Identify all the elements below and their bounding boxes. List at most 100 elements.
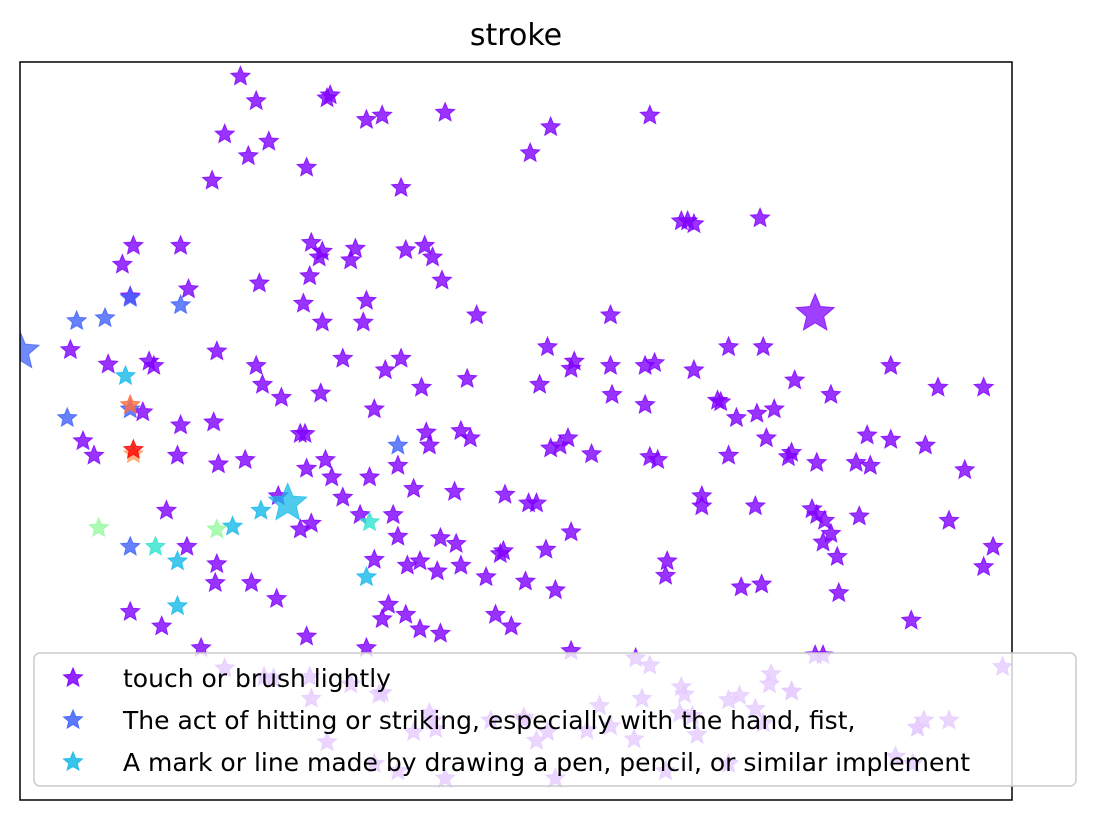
data-point-series-0: [639, 104, 661, 125]
data-point-series-0: [377, 593, 400, 614]
data-point-series-0: [484, 603, 507, 624]
data-point-series-0: [746, 402, 768, 423]
data-point-series-0: [409, 549, 431, 571]
data-point-series-0: [169, 234, 192, 255]
data-point-series-0: [314, 448, 337, 470]
legend-label-2: A mark or line made by drawing a pen, pe…: [123, 748, 970, 777]
data-point-series-0: [240, 571, 263, 593]
data-point-series-0: [138, 350, 160, 371]
data-point-series-0: [938, 509, 960, 530]
data-point-series-0: [415, 421, 437, 442]
data-point-series-1: [119, 535, 141, 556]
data-point-series-0: [213, 123, 236, 144]
data-point-series-0: [311, 240, 334, 261]
data-point-series-0: [270, 386, 293, 407]
data-point-series-0: [900, 609, 922, 630]
data-point-series-0: [207, 452, 230, 474]
data-point-series-0: [749, 206, 771, 228]
data-point-series-2: [250, 499, 272, 520]
data-point-series-0: [752, 335, 774, 357]
data-point-series-0: [820, 522, 842, 543]
data-point-series-0: [421, 246, 444, 267]
data-point-series-0: [500, 615, 523, 636]
data-point-series-0: [656, 549, 678, 571]
data-point-series-0: [155, 499, 178, 520]
data-point-series-0: [535, 538, 557, 559]
legend-marker-1: [62, 708, 84, 730]
data-point-series-1: [387, 434, 409, 455]
data-point-series-0: [475, 565, 497, 587]
data-point-series-0: [352, 311, 375, 332]
data-point-series-2: [221, 515, 244, 536]
data-point-series-0: [248, 272, 271, 293]
data-point-series-0: [310, 382, 332, 403]
data-point-series-0: [332, 347, 354, 368]
data-point-series-0: [245, 89, 267, 111]
data-point-series-0: [265, 587, 288, 609]
data-point-series-0: [725, 406, 748, 428]
data-point-series-0: [643, 351, 666, 373]
data-point-series-0: [806, 451, 828, 472]
data-point-series-0: [459, 426, 482, 448]
data-point-series-0: [820, 383, 842, 404]
data-point-series-0: [557, 426, 579, 448]
data-point-series-0: [654, 564, 677, 585]
data-point-series-0: [750, 573, 773, 594]
data-point-series-0: [777, 445, 800, 467]
data-point-series-0: [429, 526, 452, 548]
data-point-series-7: [122, 438, 145, 459]
data-point-series-0: [717, 444, 740, 465]
data-point-series-0: [879, 354, 902, 376]
data-point-series-0: [450, 554, 472, 575]
data-point-series-0: [646, 448, 669, 470]
data-point-series-0: [237, 144, 260, 166]
data-point-series-0: [245, 354, 267, 376]
data-point-series-1: [56, 406, 78, 428]
data-point-series-0: [717, 335, 740, 357]
data-point-series-0: [387, 525, 409, 546]
data-point-series-0: [828, 581, 850, 603]
data-point-series-0: [339, 248, 362, 270]
highlight-point-2: [267, 482, 308, 521]
data-point-series-0: [755, 426, 778, 448]
data-point-series-2: [166, 594, 189, 616]
data-point-series-0: [390, 176, 412, 198]
data-point-series-0: [410, 376, 433, 397]
data-point-series-0: [371, 607, 393, 629]
data-point-series-4: [87, 516, 110, 538]
legend-label-1: The act of hitting or striking, especial…: [122, 706, 855, 735]
data-point-series-1: [65, 309, 88, 331]
data-point-series-0: [409, 617, 431, 639]
data-point-series-0: [206, 552, 228, 574]
chart-title: stroke: [470, 18, 562, 53]
data-point-series-0: [390, 347, 412, 368]
data-point-series-0: [634, 393, 656, 415]
data-point-series-0: [59, 338, 82, 360]
data-point-series-0: [927, 376, 949, 397]
data-point-series-0: [528, 373, 551, 394]
highlight-point-0: [794, 292, 836, 332]
data-point-series-0: [332, 486, 354, 507]
legend-marker-2: [62, 750, 84, 772]
data-point-series-0: [879, 428, 902, 449]
data-point-series-0: [97, 353, 119, 374]
data-point-series-0: [363, 548, 386, 569]
data-point-series-5: [119, 393, 141, 415]
data-point-series-0: [914, 434, 937, 455]
data-point-series-0: [234, 448, 256, 470]
legend-label-0: touch or brush lightly: [123, 664, 391, 693]
data-point-series-0: [204, 571, 226, 593]
data-point-series-0: [321, 466, 343, 487]
data-point-series-0: [560, 357, 582, 378]
data-point-series-0: [295, 457, 318, 478]
data-point-series-0: [72, 429, 94, 451]
data-point-series-0: [300, 512, 323, 533]
data-point-series-0: [426, 560, 449, 581]
data-point-series-0: [601, 383, 623, 404]
data-point-series-0: [514, 570, 537, 591]
data-point-series-0: [202, 411, 225, 432]
data-point-series-0: [431, 269, 453, 290]
data-point-series-0: [519, 141, 541, 163]
data-point-series-3: [144, 535, 167, 556]
highlight-point-1: [20, 330, 41, 369]
